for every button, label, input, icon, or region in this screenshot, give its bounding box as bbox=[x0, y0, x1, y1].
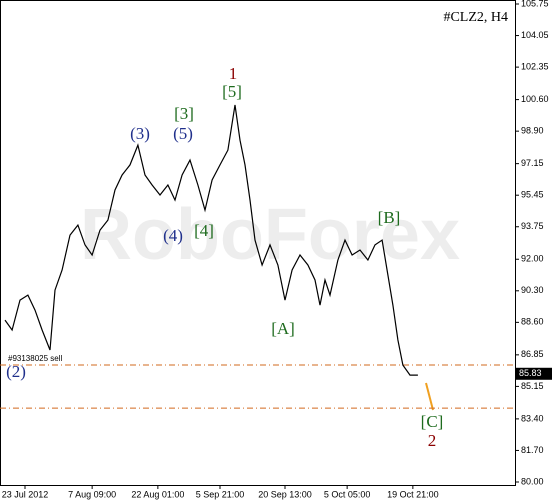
wave-label: (5) bbox=[173, 124, 193, 143]
y-tick-label: 90.30 bbox=[521, 285, 544, 295]
x-tick-label: 22 Aug 01:00 bbox=[131, 489, 184, 499]
wave-label: (4) bbox=[163, 226, 183, 245]
y-tick-label: 98.90 bbox=[521, 126, 544, 136]
last-price-label: 85.83 bbox=[519, 368, 542, 378]
y-tick-label: 81.70 bbox=[521, 445, 544, 455]
y-tick-label: 105.75 bbox=[521, 0, 549, 8]
x-tick-label: 7 Aug 09:00 bbox=[68, 489, 116, 499]
wave-label: [B] bbox=[378, 208, 401, 227]
chart-title: #CLZ2, H4 bbox=[443, 10, 508, 25]
wave-label: 1 bbox=[229, 64, 238, 83]
wave-label: [A] bbox=[271, 319, 295, 338]
y-tick-label: 92.00 bbox=[521, 254, 544, 264]
order-label: #93138025 sell bbox=[8, 354, 62, 363]
y-tick-label: 88.60 bbox=[521, 317, 544, 327]
projection bbox=[425, 382, 434, 411]
wave-label: [C] bbox=[421, 412, 444, 431]
y-tick-label: 86.85 bbox=[521, 349, 544, 359]
x-tick-label: 5 Oct 05:00 bbox=[324, 489, 371, 499]
y-tick-label: 93.75 bbox=[521, 221, 544, 231]
last-price-box bbox=[516, 367, 552, 380]
x-tick-label: 19 Oct 21:00 bbox=[387, 489, 439, 499]
y-tick-label: 95.45 bbox=[521, 190, 544, 200]
plot-frame bbox=[0, 0, 516, 486]
x-tick-label: 20 Sep 13:00 bbox=[258, 489, 312, 499]
y-tick-label: 102.35 bbox=[521, 61, 549, 71]
wave-label: (2) bbox=[6, 362, 26, 381]
y-tick-label: 80.00 bbox=[521, 476, 544, 486]
watermark: RoboForex bbox=[80, 195, 460, 275]
wave-label: 2 bbox=[428, 431, 437, 450]
wave-label: (3) bbox=[130, 124, 150, 143]
wave-label: [3] bbox=[174, 104, 194, 123]
y-tick-label: 104.05 bbox=[521, 30, 549, 40]
x-tick-label: 23 Jul 2012 bbox=[2, 489, 49, 499]
wave-label: [4] bbox=[194, 221, 214, 240]
x-tick-label: 5 Sep 21:00 bbox=[196, 489, 245, 499]
y-tick-label: 97.15 bbox=[521, 158, 544, 168]
y-tick-label: 85.15 bbox=[521, 381, 544, 391]
y-tick-label: 83.40 bbox=[521, 413, 544, 423]
price-line bbox=[4, 104, 418, 376]
y-tick-label: 100.60 bbox=[521, 94, 549, 104]
wave-label: [5] bbox=[222, 82, 242, 101]
